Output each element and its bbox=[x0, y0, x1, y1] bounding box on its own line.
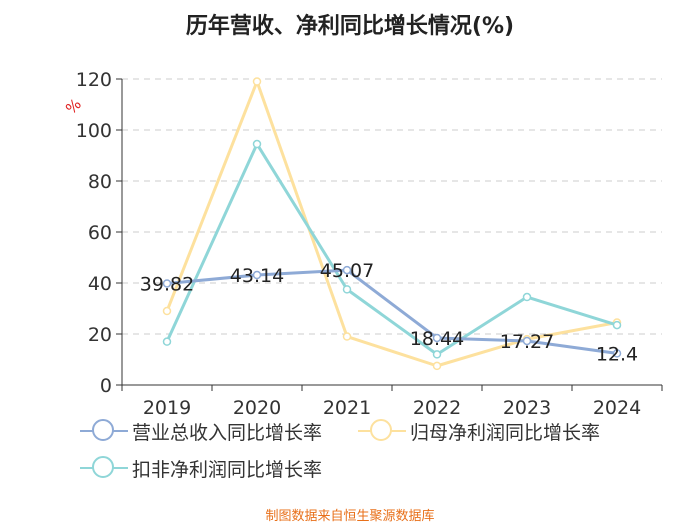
series-line bbox=[165, 80, 619, 368]
data-label: 18.44 bbox=[410, 328, 464, 350]
data-point bbox=[522, 336, 532, 346]
legend-marker-icon bbox=[80, 453, 128, 483]
x-tick-label: 2024 bbox=[593, 397, 641, 419]
chart-title: 历年营收、净利同比增长情况(%) bbox=[185, 14, 515, 39]
grid-lines bbox=[122, 78, 662, 335]
data-label: 43.14 bbox=[230, 265, 284, 287]
y-tick-label: 60 bbox=[88, 222, 112, 244]
y-tick-label: 20 bbox=[88, 324, 112, 346]
data-labels: 39.82 43.14 45.07 18.44 17.27 12.4 bbox=[140, 260, 638, 365]
source-note: 制图数据来自恒生聚源数据库 bbox=[265, 509, 435, 524]
data-label: 17.27 bbox=[500, 331, 554, 353]
legend-item-net-profit[interactable]: 归母净利润同比增长率 bbox=[358, 416, 600, 446]
data-point bbox=[252, 139, 262, 149]
legend-marker-icon bbox=[358, 416, 406, 446]
legend-label: 扣非净利润同比增长率 bbox=[132, 458, 323, 481]
data-point bbox=[252, 77, 262, 86]
series-line bbox=[165, 142, 619, 356]
data-label: 39.82 bbox=[140, 273, 194, 295]
x-tick-label: 2021 bbox=[323, 397, 371, 419]
data-point bbox=[432, 361, 442, 371]
data-point bbox=[342, 332, 352, 341]
data-point bbox=[162, 279, 172, 288]
data-point bbox=[342, 285, 352, 294]
legend-item-deducted-profit[interactable]: 扣非净利润同比增长率 bbox=[80, 453, 322, 483]
series-lines bbox=[162, 77, 622, 371]
data-point bbox=[612, 320, 622, 330]
legend-marker-icon bbox=[80, 416, 128, 446]
data-label: 12.4 bbox=[596, 343, 638, 365]
x-tick-label: 2022 bbox=[413, 397, 461, 419]
legend-item-revenue[interactable]: 营业总收入同比增长率 bbox=[80, 416, 322, 446]
y-tick-label: 80 bbox=[88, 171, 112, 193]
series-line bbox=[165, 268, 619, 355]
y-tick-label: 0 bbox=[100, 375, 112, 397]
legend-label: 归母净利润同比增长率 bbox=[410, 421, 601, 444]
data-point bbox=[432, 333, 442, 343]
data-point bbox=[612, 349, 622, 358]
y-tick-label: 120 bbox=[76, 69, 112, 91]
data-point bbox=[432, 350, 442, 359]
legend-label: 营业总收入同比增长率 bbox=[132, 421, 323, 444]
y-axis-unit: % bbox=[62, 95, 85, 118]
data-point bbox=[342, 265, 352, 275]
x-tick-label: 2023 bbox=[503, 397, 551, 419]
data-label: 45.07 bbox=[320, 260, 374, 282]
data-point bbox=[252, 270, 262, 280]
x-tick-label: 2019 bbox=[143, 397, 191, 419]
y-tick-label: 100 bbox=[76, 120, 112, 142]
data-point bbox=[162, 306, 172, 316]
x-tick-label: 2020 bbox=[233, 397, 281, 419]
data-point bbox=[162, 337, 172, 346]
data-point bbox=[522, 292, 532, 302]
axes: 0 20 40 60 80 100 120% 2019 2020 2021 2022 2023 2024 bbox=[62, 69, 663, 419]
y-tick-label: 40 bbox=[88, 273, 112, 295]
